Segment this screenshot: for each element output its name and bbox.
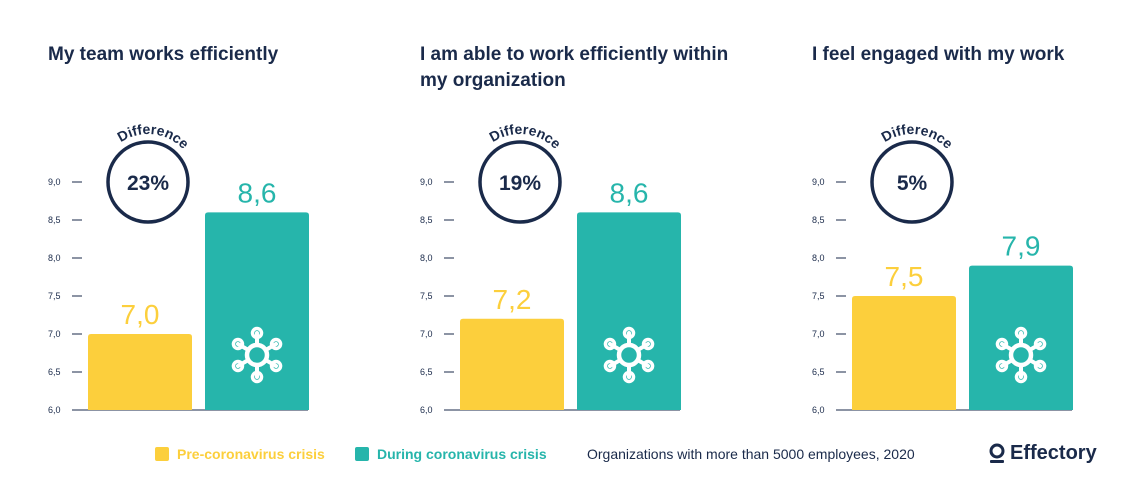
legend-label-during: During coronavirus crisis (377, 446, 547, 462)
virus-node (641, 359, 655, 373)
virus-node (995, 337, 1009, 351)
virus-node (995, 359, 1009, 373)
legend-swatch-during (355, 447, 369, 461)
data-label: 8,6 (238, 177, 277, 208)
y-tick-label: 8,5 (420, 215, 433, 225)
virus-node (250, 326, 264, 340)
y-tick-label: 6,0 (48, 405, 61, 415)
virus-node (1033, 337, 1047, 351)
y-tick-label: 6,0 (420, 405, 433, 415)
chart-title: I feel engaged with my work (812, 44, 1065, 65)
y-tick-label: 8,5 (48, 215, 61, 225)
legend: Pre-coronavirus crisis During coronaviru… (0, 440, 1140, 470)
chart-svg: 6,06,57,07,58,08,59,07,57,95%Difference (812, 121, 1073, 415)
chart-svg: 6,06,57,07,58,08,59,07,28,619%Difference (420, 121, 681, 415)
legend-swatch-pre (155, 447, 169, 461)
chart-title: My team works efficiently (48, 44, 279, 65)
virus-node (231, 359, 245, 373)
virus-core (1008, 342, 1034, 368)
virus-node (603, 359, 617, 373)
difference-value: 19% (499, 172, 541, 195)
difference-badge (870, 140, 954, 224)
y-tick-label: 7,0 (48, 329, 61, 339)
charts-area: My team works efficiently 6,0 6,5 7,0 7,5 8,0… (48, 44, 1073, 415)
virus-node (641, 337, 655, 351)
virus-icon (995, 326, 1047, 384)
virus-node (1014, 370, 1028, 384)
y-tick-label: 9,0 (420, 177, 433, 187)
virus-core (616, 342, 642, 368)
y-tick-label: 8,0 (812, 253, 825, 263)
bar-during (205, 212, 309, 410)
difference-value: 5% (897, 172, 928, 195)
virus-icon (231, 326, 283, 384)
data-label: 7,5 (885, 261, 924, 292)
y-tick-label: 8,0 (48, 253, 61, 263)
virus-node (622, 326, 636, 340)
virus-node (622, 370, 636, 384)
legend-item-during: During coronavirus crisis (355, 446, 547, 462)
brand-logo: Effectory (988, 442, 1097, 465)
virus-node (603, 337, 617, 351)
virus-node (1014, 326, 1028, 340)
difference-badge (478, 140, 562, 224)
virus-node (1033, 359, 1047, 373)
virus-node (269, 337, 283, 351)
chart-svg: 6,06,57,07,58,08,59,07,08,623%Difference (48, 121, 309, 415)
virus-node (250, 370, 264, 384)
footnote: Organizations with more than 5000 employ… (587, 446, 915, 462)
y-tick-label: 7,5 (420, 291, 433, 301)
data-label: 8,6 (610, 177, 649, 208)
y-tick-label: 9,0 (48, 177, 61, 187)
y-tick-label: 7,0 (812, 329, 825, 339)
y-tick-label: 9,0 (812, 177, 825, 187)
legend-label-pre: Pre-coronavirus crisis (177, 446, 325, 462)
virus-core (244, 342, 270, 368)
bar-pre (88, 334, 192, 410)
y-tick-label: 8,0 (420, 253, 433, 263)
bar-during (577, 212, 681, 410)
chart-title: I am able to work efficiently within my … (420, 44, 729, 91)
virus-node (269, 359, 283, 373)
y-tick-label: 7,5 (812, 291, 825, 301)
y-tick-label: 6,0 (812, 405, 825, 415)
y-tick-label: 7,0 (420, 329, 433, 339)
y-tick-label: 6,5 (812, 367, 825, 377)
data-label: 7,0 (121, 299, 160, 330)
y-tick-label: 7,5 (48, 291, 61, 301)
y-tick-label: 8,5 (812, 215, 825, 225)
legend-item-pre: Pre-coronavirus crisis (155, 446, 325, 462)
virus-node (231, 337, 245, 351)
bar-pre (460, 318, 564, 410)
data-label: 7,9 (1002, 231, 1041, 262)
effectory-logo-icon (989, 443, 1005, 463)
data-label: 7,2 (493, 284, 532, 315)
bar-pre (852, 296, 956, 410)
difference-value: 23% (127, 172, 169, 195)
difference-badge (106, 140, 190, 224)
y-tick-label: 6,5 (420, 367, 433, 377)
y-tick-label: 6,5 (48, 367, 61, 377)
brand-name: Effectory (1010, 442, 1097, 464)
virus-icon (603, 326, 655, 384)
